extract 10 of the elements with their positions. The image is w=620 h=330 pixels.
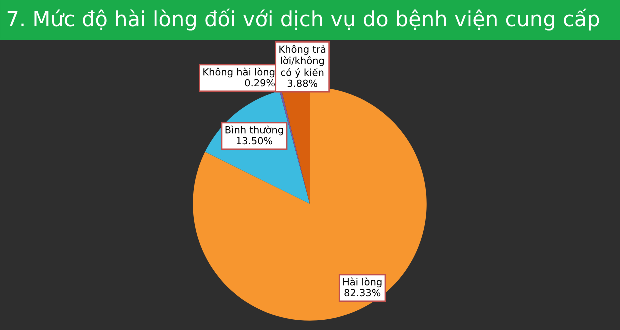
slice-label: Không hài lòng [204, 68, 275, 78]
slice-label: Không trả lời/không có ý kiến [280, 45, 326, 78]
pie-slice [193, 87, 427, 321]
data-label: 0.29% [245, 79, 275, 87]
data-label: 13.50% [237, 137, 272, 145]
chart-title: 7. Mức độ hài lòng đối với dịch vụ do bệnh viện cung cấp [8, 8, 600, 31]
data-label: 82.33% [344, 289, 381, 297]
slice-label: Hài lòng [344, 278, 382, 288]
data-label: 3.88% [288, 80, 318, 88]
slice-label: Bình thường [226, 126, 284, 136]
